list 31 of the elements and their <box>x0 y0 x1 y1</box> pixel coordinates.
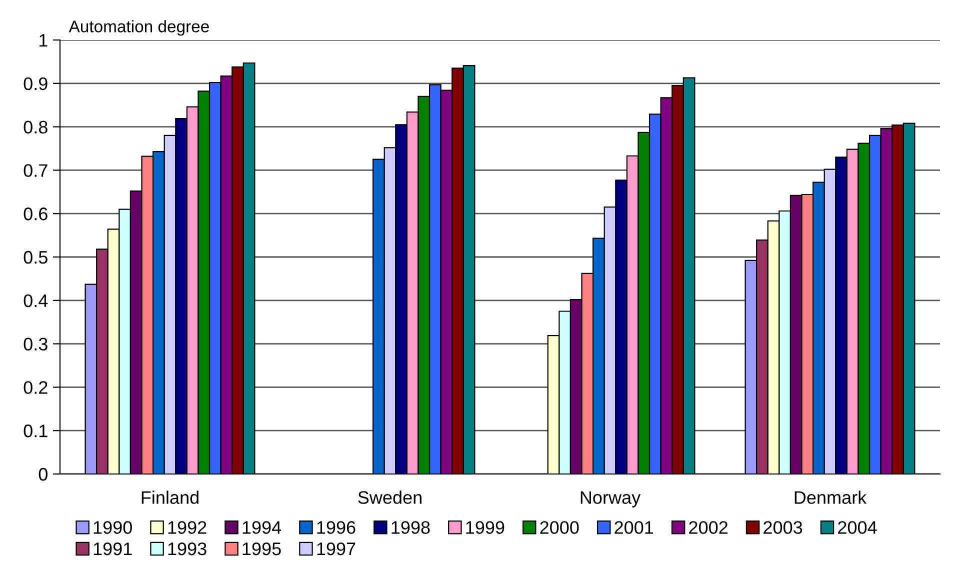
y-axis-title: Automation degree <box>68 20 209 36</box>
legend-label: 1996 <box>317 521 356 534</box>
y-tick-label: 0.9 <box>24 77 48 90</box>
legend-label: 1992 <box>168 521 206 534</box>
legend-label: 1991 <box>94 542 132 556</box>
y-tick-label: 0 <box>38 468 48 481</box>
legend-label: 2000 <box>540 521 579 534</box>
legend-label: 2004 <box>838 521 877 534</box>
y-tick-label: 0.2 <box>24 381 48 394</box>
x-tick-label: Norway <box>580 491 641 508</box>
y-tick-label: 0.4 <box>24 294 48 308</box>
y-tick-label: 0.5 <box>24 250 48 264</box>
x-tick-label: Denmark <box>794 490 867 504</box>
legend-label: 1993 <box>168 542 206 556</box>
y-tick-label: 1 <box>40 34 48 47</box>
legend-label: 1990 <box>94 521 132 534</box>
legend-label: 1998 <box>392 521 430 534</box>
legend-label: 2001 <box>614 521 654 534</box>
y-tick-label: 0.3 <box>24 338 48 351</box>
x-tick-label: Finland <box>142 490 198 504</box>
legend-label: 2002 <box>689 521 728 534</box>
legend-label: 1995 <box>242 542 281 556</box>
legend-label: 1999 <box>466 521 504 534</box>
y-tick-label: 0.6 <box>24 208 48 220</box>
x-tick-label: Sweden <box>358 490 422 504</box>
y-tick-label: 0.8 <box>24 120 48 134</box>
legend-label: 1997 <box>317 542 356 556</box>
legend-label: 2003 <box>764 521 802 534</box>
legend-label: 1994 <box>242 521 282 534</box>
y-tick-label: 0.1 <box>24 424 48 438</box>
y-tick-label: 0.7 <box>24 164 48 177</box>
